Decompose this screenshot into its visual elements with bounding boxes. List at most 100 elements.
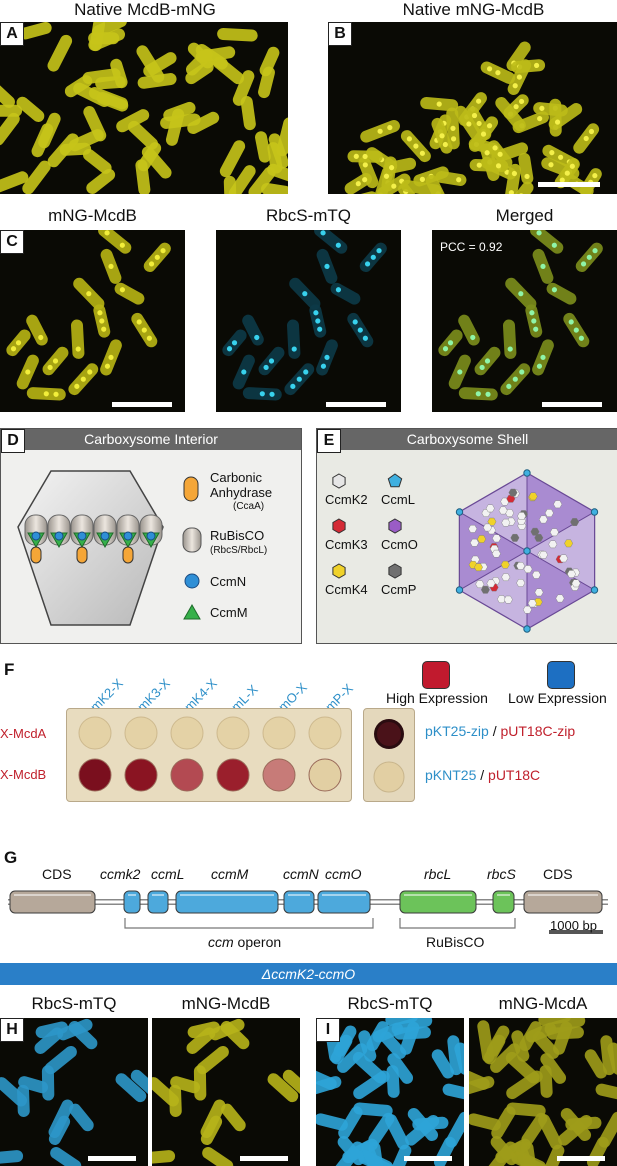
cell: [196, 1045, 229, 1075]
carboxysome-dot: [551, 242, 557, 248]
rubisco-legend-icon: [182, 527, 202, 553]
cell: [88, 86, 128, 110]
panel-d-label: D: [1, 429, 25, 453]
ccml-vertex: [523, 625, 531, 633]
cell: [377, 173, 411, 194]
cell: [221, 1103, 246, 1132]
carboxysome-dot: [419, 176, 426, 182]
cell: [458, 314, 480, 346]
carboxysome-dot: [495, 70, 501, 76]
shell-tile: [523, 565, 533, 573]
rubisco-label: RuBisCO: [210, 528, 265, 543]
cell: [316, 1113, 348, 1131]
shell-tile: [553, 500, 563, 509]
carboxysome-dot: [506, 383, 512, 389]
cell: [502, 319, 517, 359]
cell: [143, 242, 171, 273]
cells-c3: [438, 230, 603, 401]
cell: [242, 387, 282, 401]
carboxysome-dot: [15, 340, 22, 346]
carboxysome-dot: [484, 150, 490, 156]
carboxysome-dot: [476, 162, 482, 168]
gene-map: [0, 860, 617, 960]
carboxysome-dot: [518, 98, 525, 105]
carboxysome-dot: [97, 310, 103, 316]
shell-tile: [474, 563, 483, 572]
carboxysome-dot: [413, 143, 419, 149]
shell-tile: [503, 595, 513, 604]
cell: [127, 120, 159, 150]
carboxysome-dot: [539, 105, 545, 111]
carboxysome-dot: [578, 335, 584, 341]
cell: [282, 1069, 300, 1099]
cell: [202, 1146, 234, 1166]
shell-tile: [487, 517, 497, 526]
carboxysome-dot: [524, 173, 530, 180]
ccml-vertex: [590, 508, 599, 516]
bp-scale-bar: [549, 930, 603, 934]
plate-spots: [78, 716, 342, 792]
panel-c-image-2: [216, 230, 401, 412]
cell: [491, 1106, 516, 1139]
carboxysome-dot: [383, 173, 390, 179]
cell: [26, 387, 66, 401]
rubisco-group-label: RuBisCO: [426, 934, 485, 950]
panel-c-title-3: Merged: [495, 206, 554, 225]
carboxysome-dot: [320, 230, 326, 236]
cell: [69, 1103, 94, 1132]
shell-tile: [475, 580, 485, 589]
carboxysome-dot: [533, 326, 539, 332]
carboxysome-interior-diagram: [17, 470, 202, 626]
carboxysome-dot: [136, 319, 142, 325]
ccmn-circle: [31, 531, 41, 541]
cell: [454, 105, 484, 143]
cell: [338, 1106, 363, 1139]
shell-tile: [544, 509, 554, 517]
panel-g-label: G: [4, 848, 18, 867]
cell: [169, 1084, 182, 1117]
cell: [573, 123, 600, 154]
ccmn-circle: [123, 531, 133, 541]
shell-tile: [571, 579, 581, 588]
carboxysome-dot: [362, 162, 368, 168]
ccmn-circle: [146, 531, 156, 541]
shell-tile: [497, 595, 506, 604]
cells-b: [344, 41, 602, 194]
gene-cds-2: CDS: [543, 866, 573, 882]
cell: [540, 1053, 567, 1084]
scale-bar-h2: [240, 1156, 288, 1161]
ccml-vertex: [455, 586, 464, 594]
cell: [532, 248, 554, 284]
carboxysome-dot: [302, 291, 308, 297]
cells-h1: [0, 1018, 148, 1166]
cell: [480, 61, 516, 84]
cell: [258, 66, 275, 99]
gene-ccml: ccmL: [151, 866, 185, 882]
shell-tile: [510, 533, 520, 542]
cell: [344, 172, 372, 194]
cell: [0, 171, 29, 193]
spot-mcda-3: [170, 716, 204, 750]
carboxysome-dot: [419, 150, 426, 156]
cell: [447, 1035, 463, 1076]
ctrl1-slash: /: [492, 723, 497, 739]
carboxysome-dot: [101, 326, 107, 332]
panel-a-image: A: [0, 22, 288, 194]
gene-ccml-box: [147, 890, 169, 914]
cell: [361, 1141, 383, 1166]
carboxysome-dot: [507, 346, 513, 352]
carboxysome-dot: [540, 354, 546, 361]
shell-tile: [517, 512, 527, 520]
carboxysome-dot: [540, 263, 546, 270]
shell-tile: [534, 588, 544, 597]
cell: [48, 1099, 74, 1139]
carboxysome-dot: [485, 391, 491, 397]
cell: [505, 277, 537, 310]
cell: [532, 339, 554, 376]
cell: [548, 103, 583, 131]
shell-tile: [570, 518, 580, 526]
shell-tile: [501, 518, 511, 527]
carboxysome-dot: [357, 327, 363, 333]
shell-tile: [498, 506, 508, 515]
gene-cds-2-box: [523, 890, 603, 914]
